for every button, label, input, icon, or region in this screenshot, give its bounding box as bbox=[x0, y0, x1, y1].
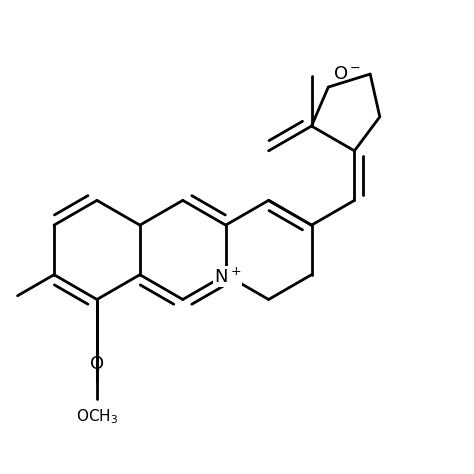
Text: O$^-$: O$^-$ bbox=[333, 65, 361, 83]
Text: O: O bbox=[90, 355, 104, 373]
Text: N$^+$: N$^+$ bbox=[214, 267, 242, 286]
Text: OCH$_3$: OCH$_3$ bbox=[76, 407, 118, 426]
